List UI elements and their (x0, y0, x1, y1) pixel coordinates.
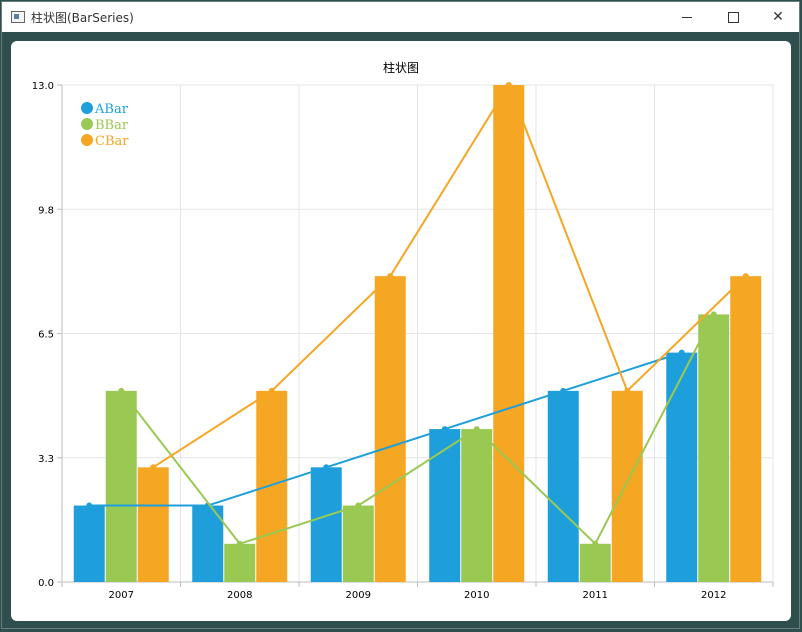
legend-label-cbar: CBar (95, 134, 129, 149)
point-bbar-2011 (592, 540, 599, 547)
point-bbar-2008 (236, 540, 243, 547)
point-cbar-2009 (387, 273, 394, 280)
point-abar-2010 (441, 426, 448, 433)
point-bbar-2009 (355, 502, 362, 509)
y-tick-label: 9.8 (38, 205, 54, 216)
y-tick-label: 13.0 (32, 81, 54, 92)
point-abar-2012 (678, 349, 685, 356)
legend-label-bbar: BBar (95, 118, 129, 133)
point-abar-2011 (560, 387, 567, 394)
x-tick-label: 2011 (583, 590, 608, 601)
bar-cbar-2011 (611, 390, 643, 582)
bar-cbar-2010 (493, 85, 525, 582)
x-tick-label: 2009 (346, 590, 371, 601)
bar-abar-2010 (429, 429, 461, 582)
app-icon (11, 11, 25, 23)
point-abar-2007 (86, 502, 93, 509)
point-cbar-2008 (268, 387, 275, 394)
y-tick-label: 0.0 (38, 578, 54, 589)
point-bbar-2010 (473, 426, 480, 433)
legend-marker-bbar (81, 118, 93, 130)
bar-cbar-2007 (137, 467, 169, 582)
bar-bbar-2012 (698, 314, 730, 582)
x-tick-label: 2012 (701, 590, 726, 601)
chart-view: 柱状图 0.0 3.3 6.5 9.8 13.0 2007 2008 2009 2010 2011… (11, 41, 791, 621)
line-bbar (120, 313, 715, 546)
line-abar (89, 351, 683, 507)
bar-abar-2009 (310, 467, 342, 582)
bar-chart: 柱状图 0.0 3.3 6.5 9.8 13.0 2007 2008 2009 2010 2011… (32, 60, 774, 601)
legend-label-abar: ABar (94, 102, 129, 117)
point-bbar-2012 (710, 311, 717, 318)
close-button[interactable]: ✕ (755, 2, 801, 32)
bar-bbar-2007 (105, 390, 137, 582)
minimize-button[interactable] (664, 2, 710, 32)
window-title: 柱状图(BarSeries) (31, 10, 134, 25)
bar-abar-2008 (192, 505, 224, 582)
bar-bbar-2010 (461, 429, 493, 582)
point-cbar-2010 (505, 82, 512, 88)
x-tick-label: 2010 (464, 590, 489, 601)
maximize-button[interactable] (710, 2, 756, 32)
bar-abar-2012 (666, 352, 698, 582)
point-cbar-2011 (624, 387, 631, 394)
point-cbar-2012 (742, 273, 749, 280)
bar-cbar-2012 (730, 276, 762, 582)
point-abar-2009 (323, 464, 330, 471)
minimize-icon (682, 16, 692, 18)
bar-abar-2007 (73, 505, 105, 582)
bar-cbar-2008 (256, 390, 288, 582)
y-tick-label: 3.3 (38, 454, 54, 465)
point-bbar-2007 (118, 387, 125, 394)
bar-bbar-2008 (224, 543, 256, 582)
x-tick-label: 2007 (109, 590, 134, 601)
close-icon: ✕ (772, 9, 784, 25)
legend-marker-cbar (81, 134, 93, 146)
title-bar[interactable]: 柱状图(BarSeries) ✕ (2, 2, 799, 32)
legend-marker-abar (81, 102, 93, 114)
bar-cbar-2009 (374, 276, 406, 582)
chart-title: 柱状图 (383, 60, 419, 75)
point-cbar-2007 (150, 464, 157, 471)
line-cbar (152, 82, 747, 469)
bar-bbar-2009 (342, 505, 374, 582)
y-tick-label: 6.5 (38, 330, 54, 341)
x-tick-label: 2008 (227, 590, 252, 601)
client-area: 柱状图 0.0 3.3 6.5 9.8 13.0 2007 2008 2009 2010 2011… (2, 32, 799, 628)
bar-abar-2011 (547, 390, 579, 582)
bar-bbar-2011 (579, 543, 611, 582)
maximize-icon (727, 11, 739, 23)
